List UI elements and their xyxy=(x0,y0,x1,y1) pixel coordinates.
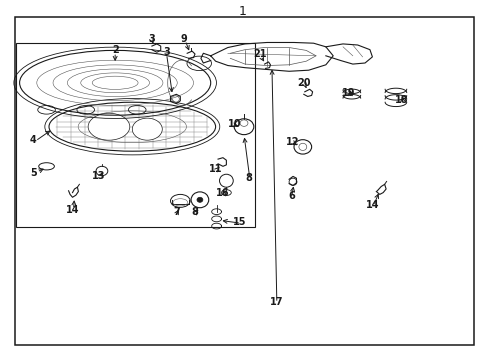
Bar xyxy=(16,43,255,227)
Text: 21: 21 xyxy=(253,49,267,59)
Text: 9: 9 xyxy=(180,34,187,44)
Text: 1: 1 xyxy=(239,5,246,18)
Text: 11: 11 xyxy=(209,164,222,174)
Text: 4: 4 xyxy=(30,135,37,145)
Text: 18: 18 xyxy=(395,95,409,105)
Text: 14: 14 xyxy=(366,200,379,210)
Ellipse shape xyxy=(197,197,203,202)
Text: 13: 13 xyxy=(92,171,106,181)
Ellipse shape xyxy=(132,118,162,140)
Text: 15: 15 xyxy=(233,217,247,228)
Text: 3: 3 xyxy=(148,34,155,44)
Text: 6: 6 xyxy=(288,191,295,201)
Text: 7: 7 xyxy=(173,207,180,217)
Text: 12: 12 xyxy=(286,137,300,147)
Text: 19: 19 xyxy=(342,88,356,98)
Text: 2: 2 xyxy=(112,45,119,55)
Text: 5: 5 xyxy=(30,168,37,178)
Text: 16: 16 xyxy=(216,188,230,198)
Text: 8: 8 xyxy=(245,173,252,183)
Text: 20: 20 xyxy=(297,78,311,88)
Text: 14: 14 xyxy=(66,204,79,215)
Ellipse shape xyxy=(88,113,130,140)
Text: 17: 17 xyxy=(270,297,284,307)
Text: 10: 10 xyxy=(227,119,241,129)
Text: 3: 3 xyxy=(163,47,170,57)
Text: 8: 8 xyxy=(191,207,198,217)
